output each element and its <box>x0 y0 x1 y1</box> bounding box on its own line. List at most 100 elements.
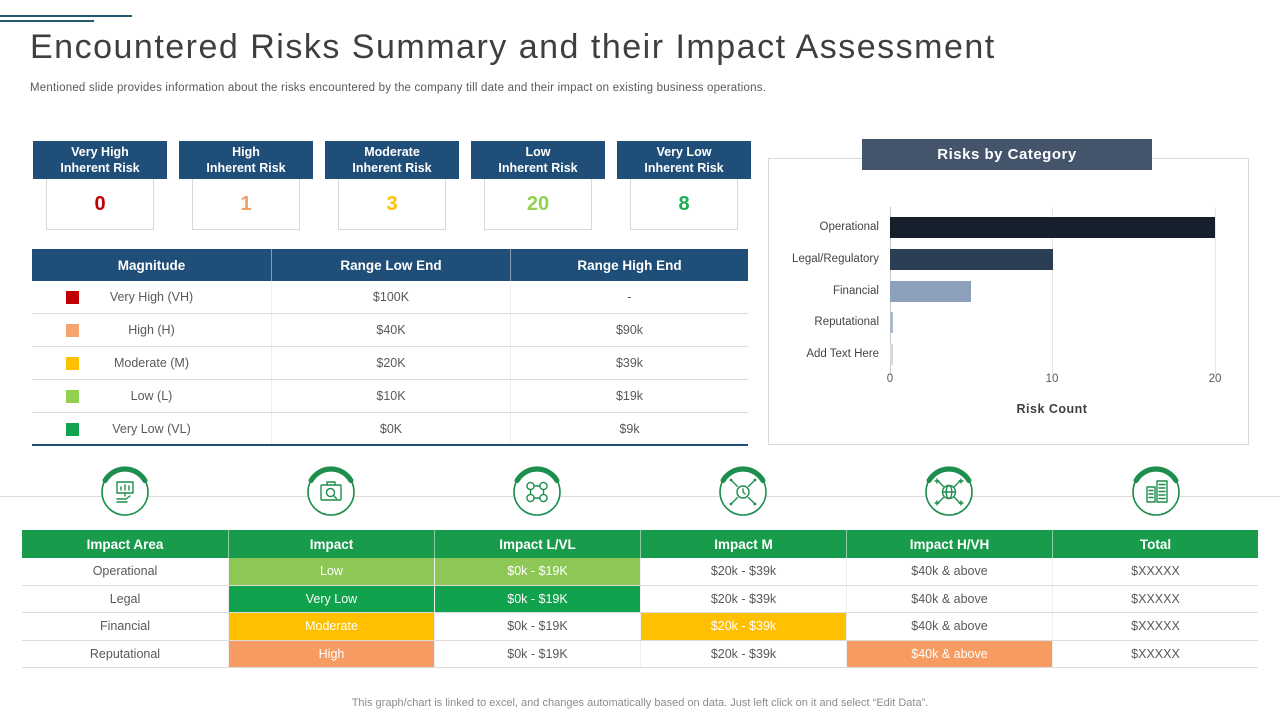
table-row-financial: Financial Moderate $0k - $19K $20k - $39… <box>22 613 1258 641</box>
column-header: Range High End <box>510 249 748 281</box>
linked-gears-icon <box>509 464 565 520</box>
risk-card-value: 20 <box>484 179 592 230</box>
impact-hvh-cell: $40k & above <box>846 585 1052 612</box>
table-row: Moderate (M) $20K $39k <box>32 347 748 380</box>
chart-row: Legal/Regulatory <box>769 249 1248 271</box>
chart-row: Reputational <box>769 312 1248 334</box>
risk-card-very-low: Very Low Inherent Risk 8 <box>617 141 751 230</box>
magnitude-label: Very Low (VL) <box>112 421 191 436</box>
table-row-legal: Legal Very Low $0k - $19K $20k - $39k $4… <box>22 585 1258 613</box>
risk-card-high: High Inherent Risk 1 <box>179 141 313 230</box>
range-low-cell: $100K <box>271 281 510 313</box>
total-cell: $XXXXX <box>1052 585 1258 612</box>
table-row: Very High (VH) $100K - <box>32 281 748 314</box>
range-high-cell: $19k <box>510 380 748 412</box>
impact-area-cell: Financial <box>99 619 151 634</box>
buildings-data-icon <box>1128 464 1184 520</box>
category-label: Add Text Here <box>806 348 879 360</box>
risk-card-title-line: Inherent Risk <box>498 161 578 175</box>
column-header: Impact L/VL <box>434 530 640 558</box>
risk-card-header: Low Inherent Risk <box>471 141 605 179</box>
impact-cell: Moderate <box>228 613 434 640</box>
risk-card-header: High Inherent Risk <box>179 141 313 179</box>
range-low-cell: $10K <box>271 380 510 412</box>
bar-financial <box>890 281 972 302</box>
risk-card-title-line: Very High <box>71 144 129 159</box>
magnitude-label: Low (L) <box>130 389 173 403</box>
risk-card-title-line: Inherent Risk <box>60 161 140 175</box>
very-low-swatch-icon <box>66 423 79 436</box>
risk-card-very-high: Very High Inherent Risk 0 <box>33 141 167 230</box>
chart-row: Add Text Here <box>769 344 1248 366</box>
x-axis-title: Risk Count <box>1016 402 1088 416</box>
category-label: Operational <box>819 221 879 233</box>
moderate-swatch-icon <box>66 357 79 370</box>
gridline-20 <box>1215 207 1216 375</box>
risk-card-header: Very High Inherent Risk <box>33 141 167 179</box>
magnitude-cell: Very Low (VL) <box>32 413 271 444</box>
magnitude-table[interactable]: Magnitude Range Low End Range High End V… <box>32 249 748 446</box>
impact-cell: Low <box>228 558 434 585</box>
range-low-cell: $0K <box>271 413 510 444</box>
column-header: Impact H/VH <box>846 530 1052 558</box>
table-row: Very Low (VL) $0K $9k <box>32 413 748 446</box>
impact-lvl-cell: $0k - $19K <box>434 585 640 612</box>
bar-add-text-here <box>890 344 893 365</box>
table-row-operational: Operational Low $0k - $19K $20k - $39k $… <box>22 558 1258 586</box>
impact-m-cell: $20k - $39k <box>640 613 846 640</box>
magnitude-cell: Low (L) <box>32 380 271 412</box>
risk-card-title-line: Inherent Risk <box>206 161 286 175</box>
table-row: High (H) $40K $90k <box>32 314 748 347</box>
table-row-reputational: Reputational High $0k - $19K $20k - $39k… <box>22 640 1258 668</box>
x-tick: 0 <box>886 373 894 385</box>
page-subtitle: Mentioned slide provides information abo… <box>30 82 767 94</box>
risk-card-title-line: Moderate <box>364 144 420 159</box>
impact-hvh-cell: $40k & above <box>846 558 1052 585</box>
bar-legal-regulatory <box>890 249 1053 270</box>
category-label: Financial <box>832 285 879 297</box>
decor-line <box>0 15 132 17</box>
column-header: Impact <box>228 530 434 558</box>
risks-by-category-chart[interactable]: Operational Legal/Regulatory Financial R… <box>768 158 1249 445</box>
impact-m-cell: $20k - $39k <box>640 585 846 612</box>
chart-title-banner: Risks by Category <box>862 139 1152 170</box>
column-header: Range Low End <box>271 249 510 281</box>
chart-row: Operational <box>769 217 1248 239</box>
low-swatch-icon <box>66 390 79 403</box>
impact-m-cell: $20k - $39k <box>640 558 846 585</box>
column-header: Total <box>1052 530 1258 558</box>
impact-lvl-cell: $0k - $19K <box>434 613 640 640</box>
footer-note: This graph/chart is linked to excel, and… <box>351 697 929 709</box>
bar-reputational <box>890 312 894 333</box>
category-label: Reputational <box>814 316 879 328</box>
decor-line <box>0 20 94 22</box>
impact-hvh-cell: $40k & above <box>846 640 1052 667</box>
very-high-swatch-icon <box>66 291 79 304</box>
range-low-cell: $20K <box>271 347 510 379</box>
impact-area-cell: Legal <box>109 591 141 606</box>
page-title: Encountered Risks Summary and their Impa… <box>30 28 996 66</box>
category-label: Legal/Regulatory <box>792 253 879 265</box>
x-tick: 10 <box>1045 373 1059 385</box>
column-header: Impact Area <box>86 536 164 552</box>
impact-table[interactable]: Impact Area Impact Impact L/VL Impact M … <box>22 530 1258 668</box>
impact-lvl-cell: $0k - $19K <box>434 640 640 667</box>
target-clock-icon <box>715 464 771 520</box>
risk-card-title-line: Inherent Risk <box>644 161 724 175</box>
risk-card-value: 3 <box>338 179 446 230</box>
chart-presentation-hand-icon <box>97 464 153 520</box>
range-high-cell: $90k <box>510 314 748 346</box>
bar-operational <box>890 217 1215 238</box>
total-cell: $XXXXX <box>1052 640 1258 667</box>
magnitude-label: Very High (VH) <box>109 290 194 304</box>
x-tick: 20 <box>1208 373 1222 385</box>
risk-card-title-line: Low <box>525 144 551 159</box>
risk-card-value: 8 <box>630 179 738 230</box>
impact-area-cell: Operational <box>92 564 158 579</box>
impact-table-header: Impact Area Impact Impact L/VL Impact M … <box>22 530 1258 558</box>
magnitude-table-header: Magnitude Range Low End Range High End <box>32 249 748 281</box>
risk-card-title-line: Very Low <box>656 144 712 159</box>
risk-card-title-line: High <box>232 144 260 159</box>
range-high-cell: $9k <box>510 413 748 444</box>
